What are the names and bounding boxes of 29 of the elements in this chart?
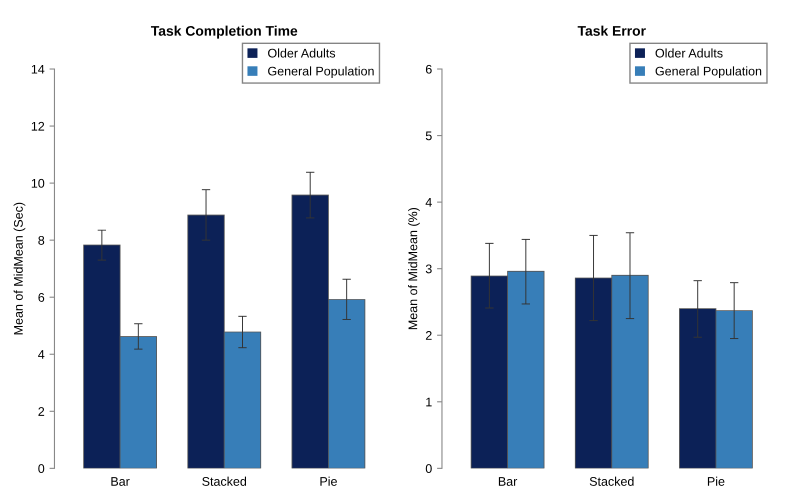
legend-label: Older Adults xyxy=(268,48,336,58)
chart-title: Task Completion Time xyxy=(150,26,298,39)
y-tick-label: 2 xyxy=(426,331,432,340)
y-axis-title: Mean of MidMean (%) xyxy=(408,208,420,330)
legend-label: General Population xyxy=(268,66,374,78)
x-tick-label: Stacked xyxy=(590,476,634,486)
y-tick-label: 0 xyxy=(38,464,44,473)
y-tick-label: 14 xyxy=(32,64,44,74)
y-tick-label: 8 xyxy=(38,236,44,245)
y-axis-title: Mean of MidMean (Sec) xyxy=(14,202,26,334)
legend-label: Older Adults xyxy=(656,48,723,58)
y-tick-label: 12 xyxy=(32,122,44,131)
y-tick-label: 4 xyxy=(38,350,44,359)
x-tick-label: Pie xyxy=(708,476,724,486)
x-tick-label: Bar xyxy=(498,477,518,486)
chart-title: Task Error xyxy=(578,26,646,36)
x-tick-label: Bar xyxy=(111,477,130,486)
x-tick-label: Pie xyxy=(320,476,337,486)
x-tick-label: Stacked xyxy=(202,476,246,486)
y-tick-label: 0 xyxy=(426,464,432,473)
y-tick-label: 3 xyxy=(426,264,432,274)
y-tick-label: 10 xyxy=(32,178,44,188)
y-tick-label: 5 xyxy=(426,132,432,140)
y-tick-label: 1 xyxy=(426,398,432,406)
legend-label: General Population xyxy=(656,66,762,78)
y-tick-label: 6 xyxy=(426,64,432,74)
y-tick-label: 6 xyxy=(38,293,44,302)
y-tick-label: 4 xyxy=(426,198,432,207)
y-tick-label: 2 xyxy=(38,407,44,416)
